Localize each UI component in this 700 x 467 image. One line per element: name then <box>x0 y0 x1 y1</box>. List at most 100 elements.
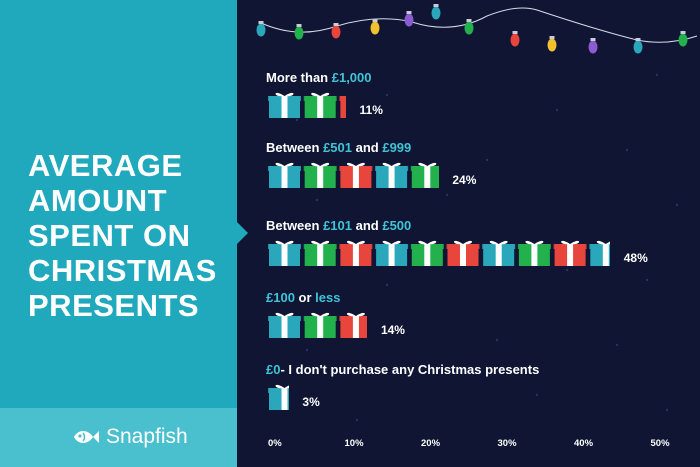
light-bulb <box>331 25 341 39</box>
bulb-cap <box>258 21 264 24</box>
star <box>385 283 389 287</box>
chart-bar <box>268 92 346 118</box>
title-line: PRESENTS <box>28 288 200 323</box>
star <box>665 408 669 412</box>
bulb-cap <box>680 31 686 34</box>
star <box>355 418 359 422</box>
label-amount: £999 <box>382 140 412 155</box>
data-label: 3% <box>302 395 320 409</box>
row-label: Between £501 and £999 <box>266 140 411 155</box>
row-label: More than £1,000 <box>266 70 372 85</box>
label-amount: £500 <box>382 218 412 233</box>
data-label: 14% <box>380 323 405 337</box>
light-bulb <box>256 23 266 37</box>
chart-bar <box>268 240 610 266</box>
gift-box <box>268 162 301 188</box>
gift-box <box>268 384 289 410</box>
data-label: 11% <box>359 103 383 117</box>
row-label: Between £101 and £500 <box>266 218 411 233</box>
gift-box <box>517 240 551 266</box>
star <box>485 158 489 162</box>
light-bulb <box>678 33 688 47</box>
label-text: and <box>352 218 383 233</box>
x-tick-label: 50% <box>650 438 670 449</box>
title-line: AMOUNT <box>28 183 168 218</box>
bulb-cap <box>549 36 555 39</box>
bulb-cap <box>333 23 339 26</box>
star <box>385 93 389 97</box>
bulb-cap <box>433 4 439 7</box>
row-label: £0- I don't purchase any Christmas prese… <box>266 362 539 377</box>
bulb-cap <box>512 31 518 34</box>
light-bulb <box>294 26 304 40</box>
gift-box <box>446 240 480 266</box>
gift-box <box>268 312 301 338</box>
label-amount: less <box>315 290 341 305</box>
light-bulb <box>633 40 643 54</box>
label-text: Between <box>266 140 324 155</box>
label-amount: £1,000 <box>331 70 372 85</box>
light-bulb <box>370 21 380 35</box>
title-line: AVERAGE <box>28 148 183 183</box>
gift-box <box>482 240 516 266</box>
brand-logo: Snapfish <box>72 425 188 449</box>
label-text: - I don't purchase any Christmas present… <box>280 362 540 377</box>
gift-box <box>339 312 367 338</box>
label-amount: £501 <box>323 140 352 155</box>
x-tick-label: 10% <box>344 438 364 449</box>
light-bulb <box>588 40 598 54</box>
light-bulb <box>547 38 557 52</box>
gift-box <box>375 240 409 266</box>
string-lights <box>256 4 698 54</box>
gift-box <box>553 240 587 266</box>
bulb-cap <box>590 38 596 41</box>
star <box>615 343 619 347</box>
gift-box <box>375 162 409 188</box>
star <box>315 198 319 202</box>
fish-icon <box>74 431 99 443</box>
gift-box <box>339 240 373 266</box>
brand-name: Snapfish <box>106 425 188 448</box>
panel-pointer <box>237 222 248 244</box>
chart-bar <box>268 162 439 188</box>
title-panel: AVERAGE AMOUNT SPENT ON CHRISTMAS PRESEN… <box>0 0 237 467</box>
title-line: SPENT ON <box>28 218 191 253</box>
data-label: 24% <box>452 173 477 187</box>
label-amount: £101 <box>323 218 352 233</box>
star <box>565 268 569 272</box>
chart-area: More than £1,000 11% Between £501 and £999… <box>237 0 700 467</box>
brand-band <box>0 408 237 467</box>
gift-box <box>303 312 337 338</box>
bulb-cap <box>406 11 412 14</box>
star <box>675 203 679 207</box>
starry-background <box>295 73 679 422</box>
title-line: CHRISTMAS <box>28 253 217 288</box>
star <box>445 193 449 197</box>
label-text: and <box>352 140 383 155</box>
star <box>555 108 559 112</box>
light-bulb <box>510 33 520 47</box>
light-bulb <box>464 21 474 35</box>
gift-box <box>268 240 301 266</box>
x-tick-label: 0% <box>268 438 282 449</box>
label-text: or <box>294 290 316 305</box>
gift-box <box>410 240 444 266</box>
gift-box <box>410 162 439 188</box>
light-bulb <box>431 6 441 20</box>
x-tick-label: 30% <box>497 438 517 449</box>
star <box>295 118 299 122</box>
chart-bar <box>268 384 289 410</box>
star <box>495 338 499 342</box>
gift-box <box>589 240 610 266</box>
bulb-cap <box>466 19 472 22</box>
gift-box <box>339 96 346 118</box>
label-amount: £100 <box>266 290 295 305</box>
chart-bar <box>268 312 367 338</box>
page-title: AVERAGE AMOUNT SPENT ON CHRISTMAS PRESEN… <box>28 148 228 323</box>
x-tick-label: 20% <box>421 438 441 449</box>
gift-box <box>303 92 337 118</box>
bulb-cap <box>296 24 302 27</box>
star <box>625 148 629 152</box>
gift-box <box>303 162 337 188</box>
